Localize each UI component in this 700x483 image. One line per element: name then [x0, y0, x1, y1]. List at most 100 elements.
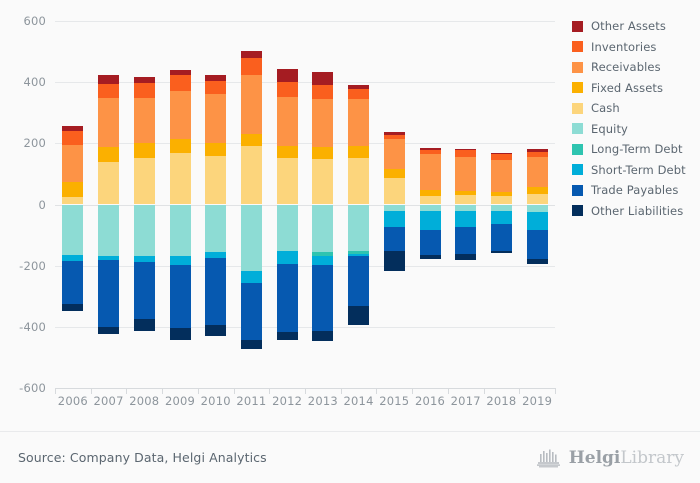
bar-segment[interactable] [205, 155, 227, 205]
bar-segment[interactable] [133, 319, 155, 331]
bar-segment[interactable] [455, 195, 477, 205]
bar-segment[interactable] [62, 182, 84, 197]
bar-segment[interactable] [98, 147, 120, 162]
bar-segment[interactable] [490, 192, 512, 196]
bar-segment[interactable] [455, 254, 477, 260]
legend-item[interactable]: Equity [572, 119, 700, 140]
bar-segment[interactable] [98, 256, 120, 261]
bar-segment[interactable] [490, 153, 512, 154]
bar-segment[interactable] [98, 260, 120, 327]
bar-segment[interactable] [205, 94, 227, 144]
bar-segment[interactable] [490, 153, 512, 161]
bar-segment[interactable] [490, 204, 512, 212]
bar-segment[interactable] [348, 253, 370, 257]
bar-segment[interactable] [383, 131, 405, 136]
bar-segment[interactable] [383, 177, 405, 205]
bar-segment[interactable] [526, 151, 548, 158]
bar-segment[interactable] [169, 204, 191, 257]
bar-segment[interactable] [455, 211, 477, 228]
bar-segment[interactable] [383, 226, 405, 252]
bar-segment[interactable] [348, 256, 370, 306]
bar-segment[interactable] [312, 255, 334, 266]
bar-segment[interactable] [276, 250, 298, 265]
bar-segment[interactable] [62, 126, 84, 132]
bar-segment[interactable] [526, 187, 548, 195]
bar-segment[interactable] [312, 265, 334, 332]
bar-group-2013[interactable] [312, 21, 334, 388]
bar-segment[interactable] [169, 265, 191, 328]
bar-segment[interactable] [62, 254, 84, 262]
bar-segment[interactable] [276, 332, 298, 340]
bar-segment[interactable] [205, 251, 227, 259]
bar-segment[interactable] [98, 204, 120, 257]
bar-segment[interactable] [205, 75, 227, 82]
bar-segment[interactable] [205, 324, 227, 336]
bar-segment[interactable] [133, 262, 155, 320]
bar-segment[interactable] [240, 283, 262, 340]
bar-segment[interactable] [240, 57, 262, 75]
bar-segment[interactable] [419, 154, 441, 191]
bar-segment[interactable] [133, 76, 155, 84]
bar-segment[interactable] [312, 71, 334, 85]
bar-group-2006[interactable] [62, 21, 84, 388]
bar-segment[interactable] [455, 227, 477, 255]
bar-segment[interactable] [205, 258, 227, 325]
bar-segment[interactable] [455, 204, 477, 212]
bar-segment[interactable] [526, 204, 548, 213]
bar-segment[interactable] [526, 194, 548, 205]
bar-segment[interactable] [419, 204, 441, 212]
bar-group-2011[interactable] [240, 21, 262, 388]
bar-segment[interactable] [490, 211, 512, 225]
bar-group-2007[interactable] [98, 21, 120, 388]
bar-segment[interactable] [98, 161, 120, 205]
bar-segment[interactable] [276, 204, 298, 251]
bar-segment[interactable] [348, 88, 370, 100]
legend-item[interactable]: Other Assets [572, 16, 700, 37]
bar-segment[interactable] [98, 98, 120, 148]
bar-segment[interactable] [169, 256, 191, 266]
bar-segment[interactable] [205, 204, 227, 252]
bar-segment[interactable] [348, 250, 370, 254]
bar-segment[interactable] [169, 153, 191, 205]
bar-segment[interactable] [348, 204, 370, 251]
bar-segment[interactable] [455, 149, 477, 158]
bar-group-2018[interactable] [490, 21, 512, 388]
bar-segment[interactable] [133, 83, 155, 98]
bar-segment[interactable] [312, 158, 334, 205]
bar-segment[interactable] [419, 211, 441, 231]
bar-segment[interactable] [169, 69, 191, 76]
bar-segment[interactable] [419, 150, 441, 155]
bar-segment[interactable] [276, 82, 298, 97]
legend-item[interactable]: Receivables [572, 57, 700, 78]
bar-group-2008[interactable] [133, 21, 155, 388]
bar-segment[interactable] [419, 148, 441, 151]
bar-segment[interactable] [455, 157, 477, 191]
bar-segment[interactable] [490, 250, 512, 253]
bar-segment[interactable] [276, 264, 298, 333]
bar-segment[interactable] [312, 146, 334, 159]
legend-item[interactable]: Short-Term Debt [572, 160, 700, 181]
bar-segment[interactable] [526, 258, 548, 265]
legend-item[interactable]: Long-Term Debt [572, 139, 700, 160]
bar-segment[interactable] [312, 251, 334, 256]
bar-segment[interactable] [240, 50, 262, 58]
bar-segment[interactable] [276, 145, 298, 158]
bar-segment[interactable] [348, 145, 370, 158]
bar-segment[interactable] [383, 204, 405, 212]
bar-segment[interactable] [383, 211, 405, 227]
bar-segment[interactable] [526, 149, 548, 152]
bar-segment[interactable] [62, 144, 84, 183]
bar-group-2017[interactable] [455, 21, 477, 388]
bar-segment[interactable] [62, 304, 84, 311]
bar-segment[interactable] [240, 134, 262, 146]
bar-segment[interactable] [419, 190, 441, 196]
bar-segment[interactable] [169, 139, 191, 154]
bar-segment[interactable] [240, 204, 262, 271]
legend-item[interactable]: Inventories [572, 37, 700, 58]
bar-segment[interactable] [312, 99, 334, 147]
bar-segment[interactable] [312, 331, 334, 341]
bar-segment[interactable] [526, 212, 548, 231]
bar-segment[interactable] [526, 157, 548, 188]
bar-segment[interactable] [133, 204, 155, 256]
bar-group-2012[interactable] [276, 21, 298, 388]
